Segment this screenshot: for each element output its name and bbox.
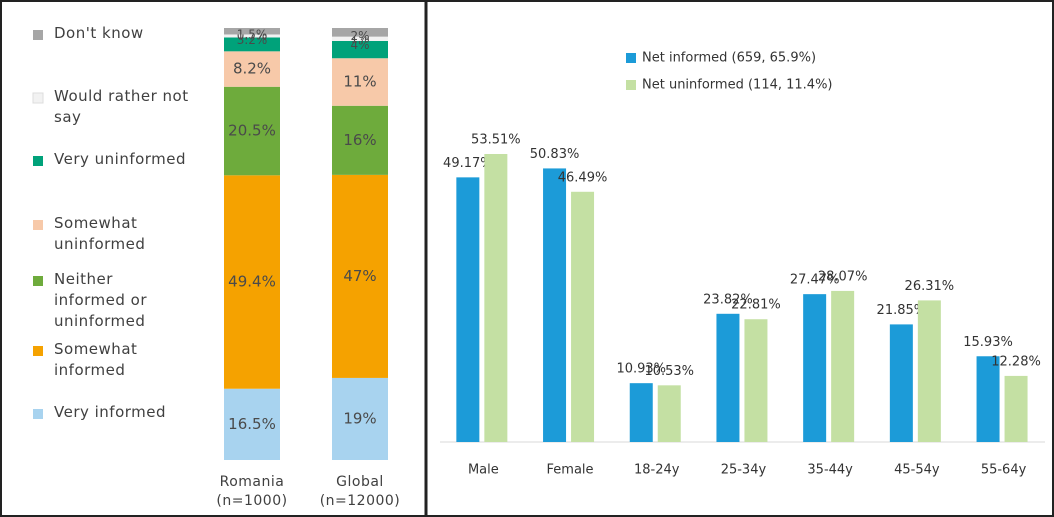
bar [831, 290, 855, 442]
value-label: 28.07% [818, 269, 868, 284]
x-tick-label: 55-64y [981, 463, 1027, 478]
bar [716, 313, 740, 442]
bar [1004, 375, 1028, 442]
x-tick-label: 35-44y [807, 463, 853, 478]
value-label: 19% [343, 409, 376, 427]
x-tick-label: 45-54y [894, 463, 940, 478]
bar [976, 356, 1000, 442]
value-label: 49.4% [228, 273, 276, 291]
bar [744, 319, 768, 442]
value-label: 50.83% [530, 147, 580, 162]
value-label: 15.93% [963, 335, 1013, 350]
bar [803, 294, 827, 442]
bar-segment [224, 34, 280, 38]
legend-swatch [626, 53, 636, 63]
bar-segment [224, 388, 280, 460]
legend-swatch [33, 220, 43, 230]
bar-segment [332, 36, 388, 41]
legend-swatch [626, 80, 636, 90]
x-tick-label: 18-24y [634, 463, 680, 478]
legend-label: Net informed (659, 65.9%) [642, 51, 816, 66]
legend-label: Somewhat informed [54, 340, 138, 379]
bar-segment [332, 28, 388, 37]
x-tick-label: 25-34y [721, 463, 767, 478]
value-label: 16% [343, 131, 376, 149]
value-label: 2% [350, 29, 369, 43]
bar-segment [332, 174, 388, 378]
bar-segment [224, 175, 280, 389]
value-label: 27.47% [790, 273, 840, 288]
legend-label: Very uninformed [54, 150, 187, 168]
bar [657, 385, 681, 442]
x-tick-label: Romania (n=1000) [216, 474, 288, 509]
value-label: 10.93% [616, 362, 666, 377]
value-label: 22.81% [731, 298, 781, 313]
legend-label: Net uninformed (114, 11.4%) [642, 78, 833, 93]
value-label: 47% [343, 267, 376, 285]
legend-swatch [33, 409, 43, 419]
x-tick-label: Male [468, 463, 499, 478]
bar-segment [224, 28, 280, 35]
bar-segment [224, 86, 280, 176]
bar [889, 324, 913, 442]
legend-label: Neither informed or uninformed [54, 270, 148, 330]
legend-swatch [33, 30, 43, 40]
bar [629, 383, 653, 442]
bar-segment [332, 377, 388, 460]
value-label: 10.53% [644, 364, 694, 379]
bar-segment [332, 105, 388, 175]
bar [571, 191, 595, 442]
value-label: 23.82% [703, 292, 753, 307]
legend-swatch [33, 346, 43, 356]
x-tick-label: Female [547, 463, 594, 478]
value-label: 11% [343, 73, 376, 91]
value-label: 1.5% [237, 28, 268, 42]
value-label: 16.5% [228, 415, 276, 433]
value-label: 21.85% [877, 303, 927, 318]
legend-label: Don't know [54, 24, 144, 42]
value-label: 20.5% [228, 122, 276, 140]
bar [543, 168, 567, 442]
legend-swatch [33, 276, 43, 286]
value-label: 53.51% [471, 133, 521, 148]
bar-segment [332, 40, 388, 59]
x-tick-label: Global (n=12000) [319, 474, 401, 509]
legend-label: Would rather not say [54, 87, 189, 126]
legend-label: Somewhat uninformed [54, 214, 146, 253]
value-label: 8.2% [233, 60, 271, 78]
bar [917, 300, 941, 442]
value-label: 46.49% [558, 170, 608, 185]
value-label: 49.17% [443, 156, 493, 171]
legend-swatch [33, 156, 43, 166]
bar [484, 154, 508, 442]
bar-segment [332, 58, 388, 106]
bar-segment [224, 37, 280, 52]
bar-segment [224, 51, 280, 87]
legend-swatch [32, 92, 44, 104]
legend-label: Very informed [54, 403, 167, 421]
value-label: 26.31% [905, 279, 955, 294]
bar [456, 177, 480, 442]
value-label: 12.28% [991, 354, 1041, 369]
value-label: 4% [350, 38, 369, 52]
